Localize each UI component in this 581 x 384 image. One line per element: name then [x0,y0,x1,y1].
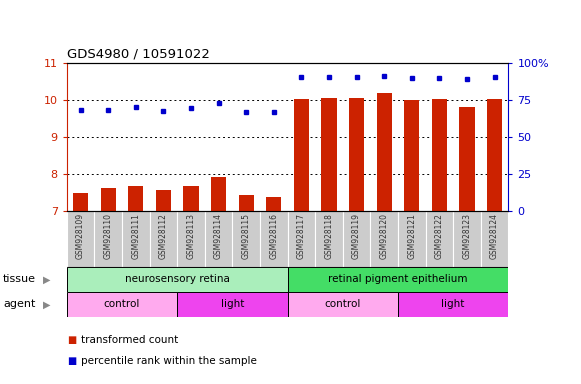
Text: GSM928124: GSM928124 [490,213,499,259]
Text: light: light [221,299,244,310]
Bar [101,187,116,211]
Text: GSM928113: GSM928113 [187,213,195,259]
Bar [239,195,254,211]
Text: tissue: tissue [3,274,36,285]
Bar [288,267,508,292]
Bar [128,186,144,211]
Bar [67,267,288,292]
Text: ▶: ▶ [43,274,51,285]
Text: agent: agent [3,299,35,310]
Bar [481,211,508,267]
Text: GSM928111: GSM928111 [131,213,140,259]
Bar [260,211,288,267]
Text: GSM928109: GSM928109 [76,213,85,259]
Bar [426,211,453,267]
Text: GSM928117: GSM928117 [297,213,306,259]
Text: neurosensory retina: neurosensory retina [125,274,229,285]
Bar [156,190,171,211]
Bar [376,93,392,211]
Bar [177,292,288,317]
Text: GSM928115: GSM928115 [242,213,250,259]
Bar [404,100,419,211]
Bar [67,292,177,317]
Text: retinal pigment epithelium: retinal pigment epithelium [328,274,468,285]
Bar [67,211,94,267]
Bar [487,99,502,211]
Text: GSM928112: GSM928112 [159,213,168,259]
Bar [184,186,199,211]
Text: percentile rank within the sample: percentile rank within the sample [81,356,257,366]
Text: GSM928122: GSM928122 [435,213,444,259]
Bar [73,194,88,211]
Text: control: control [104,299,140,310]
Bar [371,211,398,267]
Text: GSM928121: GSM928121 [407,213,416,259]
Text: GSM928123: GSM928123 [462,213,471,259]
Text: ■: ■ [67,356,76,366]
Bar [205,211,232,267]
Bar [294,99,309,211]
Bar [288,211,315,267]
Text: transformed count: transformed count [81,335,178,345]
Bar [232,211,260,267]
Bar [321,98,336,211]
Text: GSM928118: GSM928118 [325,213,333,259]
Bar [460,107,475,211]
Bar [150,211,177,267]
Text: GSM928116: GSM928116 [270,213,278,259]
Bar [288,292,398,317]
Bar [266,197,281,211]
Bar [453,211,480,267]
Bar [398,211,425,267]
Bar [95,211,122,267]
Bar [398,292,508,317]
Text: ▶: ▶ [43,299,51,310]
Bar [122,211,149,267]
Text: ■: ■ [67,335,76,345]
Bar [349,98,364,211]
Text: GSM928110: GSM928110 [104,213,113,259]
Text: GSM928119: GSM928119 [352,213,361,259]
Text: control: control [325,299,361,310]
Bar [432,99,447,211]
Text: GSM928114: GSM928114 [214,213,223,259]
Text: GSM928120: GSM928120 [380,213,389,259]
Bar [211,177,226,211]
Bar [177,211,205,267]
Text: light: light [442,299,465,310]
Text: GDS4980 / 10591022: GDS4980 / 10591022 [67,48,210,61]
Bar [315,211,343,267]
Bar [343,211,370,267]
